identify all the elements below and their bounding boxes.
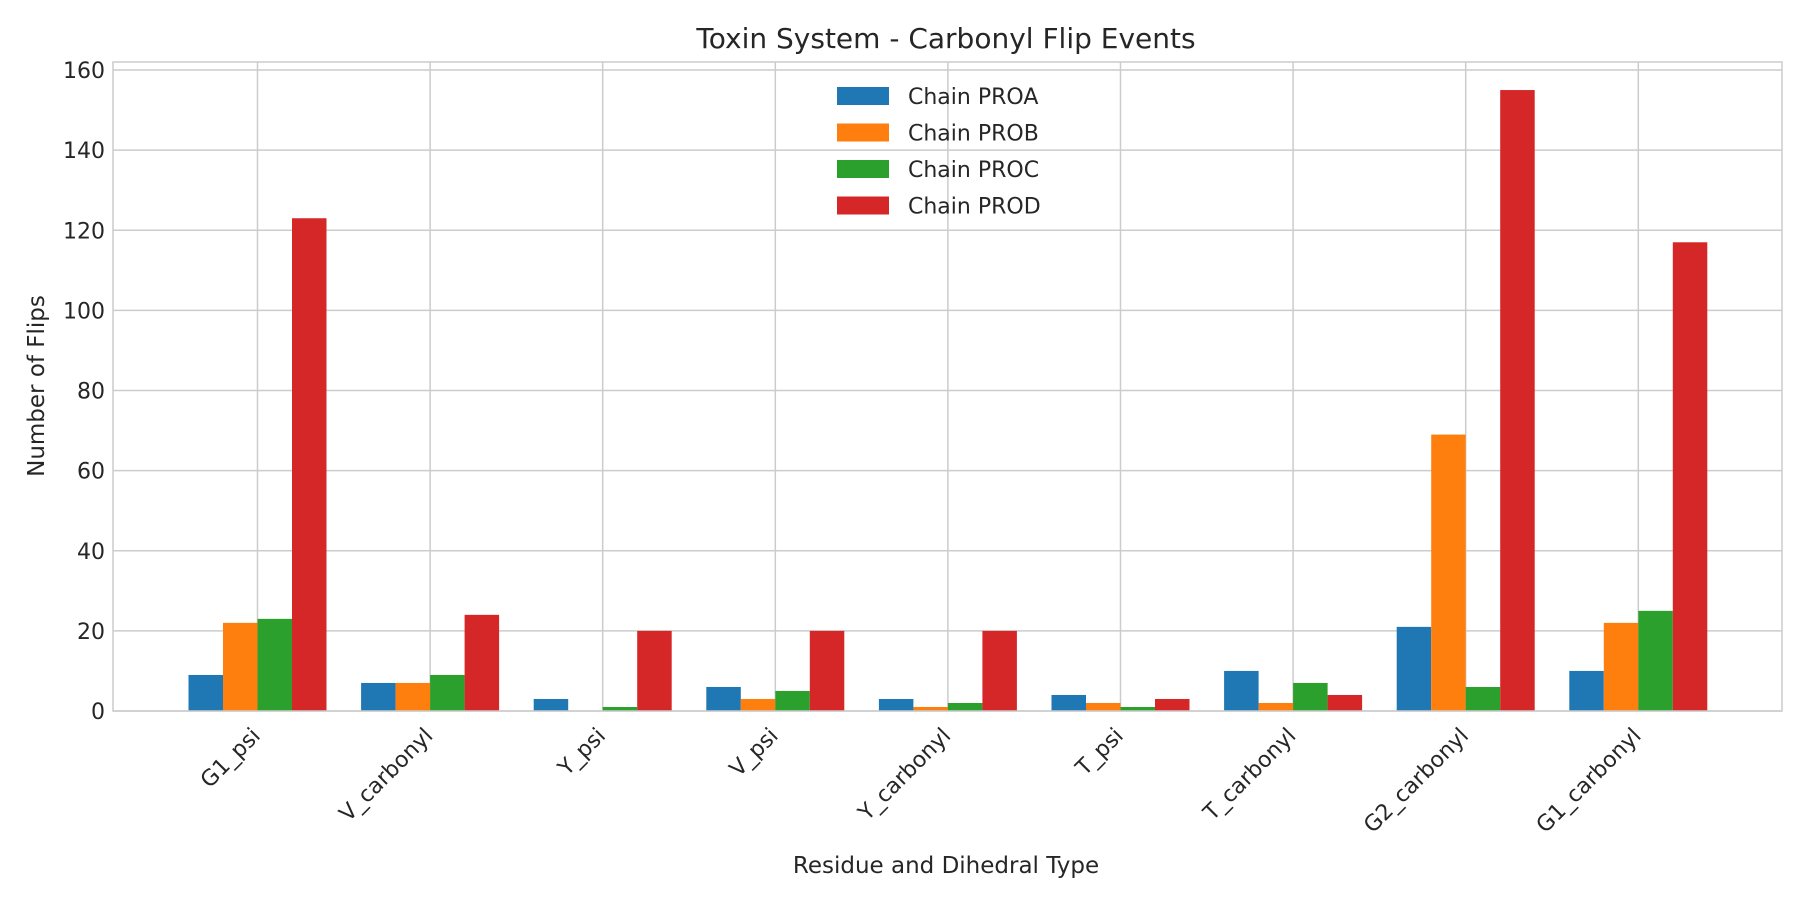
bar: [1638, 610, 1673, 711]
bar: [188, 674, 223, 711]
legend-entry: Chain PROC: [908, 158, 1039, 183]
y-tick-label: 40: [77, 540, 105, 565]
x-tick-label: V_carbonyl: [335, 724, 438, 827]
bars: [188, 90, 1708, 712]
bar: [1120, 706, 1155, 711]
bar: [740, 698, 776, 711]
bar: [982, 630, 1017, 711]
x-tick-label: V_psi: [725, 724, 783, 782]
bar: [464, 614, 500, 711]
bar: [1465, 686, 1501, 711]
bar: [1603, 622, 1639, 711]
x-tick-label: Y_carbonyl: [853, 724, 956, 827]
bar: [706, 686, 741, 711]
legend-swatch: [837, 196, 889, 215]
y-tick-label: 0: [91, 700, 105, 725]
chart-title: Toxin System - Carbonyl Flip Events: [695, 22, 1195, 55]
y-axis-title: Number of Flips: [24, 295, 50, 477]
bar: [1672, 242, 1708, 711]
legend-swatch: [837, 160, 889, 178]
y-tick-label: 80: [77, 380, 105, 405]
bar: [395, 682, 431, 711]
legend-entry: Chain PROB: [908, 122, 1039, 147]
y-tick-label: 60: [77, 460, 105, 485]
y-axis-ticks: 0 20 40 60 80 100 120 140 160: [63, 59, 105, 725]
bar: [292, 218, 327, 712]
x-tick-label: G1_psi: [196, 724, 266, 794]
x-tick-label: G1_carbonyl: [1532, 724, 1647, 839]
bar: [637, 630, 672, 711]
x-tick-label: T_psi: [1071, 724, 1129, 782]
x-tick-label: G2_carbonyl: [1359, 724, 1474, 839]
bar: [533, 698, 569, 711]
legend-entry: Chain PROA: [908, 85, 1038, 110]
x-tick-label: T_carbonyl: [1198, 724, 1301, 827]
bar: [1569, 670, 1604, 711]
bar: [1224, 670, 1259, 711]
bar: [602, 706, 638, 711]
bar: [257, 618, 292, 711]
y-tick-label: 120: [63, 219, 105, 244]
bar: [1086, 702, 1121, 711]
x-tick-label: Y_psi: [553, 724, 611, 782]
bar: [947, 702, 983, 711]
bar: [809, 630, 845, 711]
legend: Chain PROA Chain PROB Chain PROC Chain PROD: [837, 85, 1041, 220]
bar: [1327, 694, 1363, 711]
x-axis-title: Residue and Dihedral Type: [793, 853, 1099, 879]
bar: [1155, 698, 1190, 711]
bar: [775, 690, 810, 711]
bar: [1431, 434, 1466, 711]
bar: [223, 622, 258, 711]
bar: [430, 674, 465, 711]
legend-entry: Chain PROD: [908, 195, 1041, 220]
y-tick-label: 140: [63, 139, 105, 164]
bar: [1258, 702, 1294, 711]
plot-frame: [112, 61, 1783, 712]
y-tick-label: 100: [63, 299, 105, 324]
legend-swatch: [837, 87, 889, 105]
bar: [878, 698, 914, 711]
bar: [1396, 626, 1432, 711]
y-tick-label: 20: [77, 620, 105, 645]
bar: [1051, 694, 1086, 711]
grid-lines: [113, 62, 1782, 712]
bar: [913, 706, 948, 711]
legend-swatch: [837, 123, 889, 142]
x-axis-ticks: G1_psi V_carbonyl Y_psi V_psi Y_carbonyl T_ps…: [196, 724, 1647, 839]
bar: [361, 682, 396, 711]
bar: [1500, 90, 1535, 711]
y-tick-label: 160: [63, 59, 105, 84]
bar: [1293, 682, 1328, 711]
